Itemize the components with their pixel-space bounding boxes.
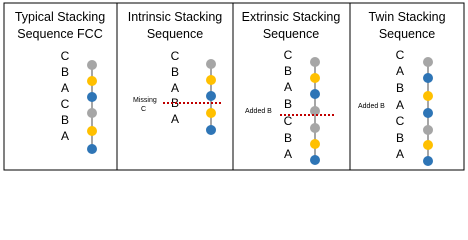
atom xyxy=(423,91,433,101)
atom xyxy=(423,57,433,67)
atom xyxy=(87,126,97,136)
atom xyxy=(206,108,216,118)
stack-letter: C xyxy=(284,114,293,128)
stack-letter: B xyxy=(284,131,292,145)
stack-letter: A xyxy=(61,81,69,95)
frame xyxy=(3,2,465,171)
stack-letter: C xyxy=(396,48,405,62)
atom xyxy=(423,140,433,150)
atom xyxy=(87,108,97,118)
panel-title: Sequence xyxy=(263,27,319,41)
stack-letter: C xyxy=(284,48,293,62)
stack-letter: A xyxy=(396,98,404,112)
atom xyxy=(310,123,320,133)
atom xyxy=(87,60,97,70)
panel-title: Extrinsic Stacking xyxy=(242,10,341,24)
atom xyxy=(310,139,320,149)
stack-letter: A xyxy=(284,80,292,94)
atom xyxy=(206,59,216,69)
atom xyxy=(206,125,216,135)
stack-letter: A xyxy=(396,64,404,78)
atom xyxy=(423,108,433,118)
atom xyxy=(310,155,320,165)
stack-letter: C xyxy=(396,114,405,128)
atom xyxy=(206,75,216,85)
stack-letter: B xyxy=(61,113,69,127)
atom xyxy=(87,76,97,86)
stack-letter: A xyxy=(61,129,69,143)
panel-title: Sequence xyxy=(379,27,435,41)
stack-letter: A xyxy=(396,147,404,161)
panel-title: Twin Stacking xyxy=(368,10,445,24)
stack-letter: B xyxy=(284,64,292,78)
atom xyxy=(310,73,320,83)
annotation: C xyxy=(141,106,146,113)
stack-letter: B xyxy=(396,81,404,95)
panel-title: Intrinsic Stacking xyxy=(128,10,223,24)
stack-letter: B xyxy=(396,131,404,145)
atom xyxy=(423,156,433,166)
stack-letter: A xyxy=(171,112,179,126)
atom xyxy=(87,92,97,102)
annotation: Added B xyxy=(245,108,272,115)
atom xyxy=(310,57,320,67)
stack-letter: A xyxy=(171,81,179,95)
panel-title: Sequence xyxy=(147,27,203,41)
stack-letter: B xyxy=(284,97,292,111)
stack-letter: C xyxy=(61,97,70,111)
atom xyxy=(423,73,433,83)
atom xyxy=(423,125,433,135)
atom xyxy=(310,106,320,116)
annotation: Missing xyxy=(133,97,157,104)
stack-letter: A xyxy=(284,147,292,161)
stack-letter: C xyxy=(171,49,180,63)
atom xyxy=(206,91,216,101)
stack-letter: B xyxy=(61,65,69,79)
stack-letter: C xyxy=(61,49,70,63)
panel-title: Typical Stacking xyxy=(15,10,105,24)
atom xyxy=(87,144,97,154)
panel-title: Sequence FCC xyxy=(17,27,102,41)
stack-letter: B xyxy=(171,65,179,79)
annotation: Added B xyxy=(358,103,385,110)
atom xyxy=(310,89,320,99)
